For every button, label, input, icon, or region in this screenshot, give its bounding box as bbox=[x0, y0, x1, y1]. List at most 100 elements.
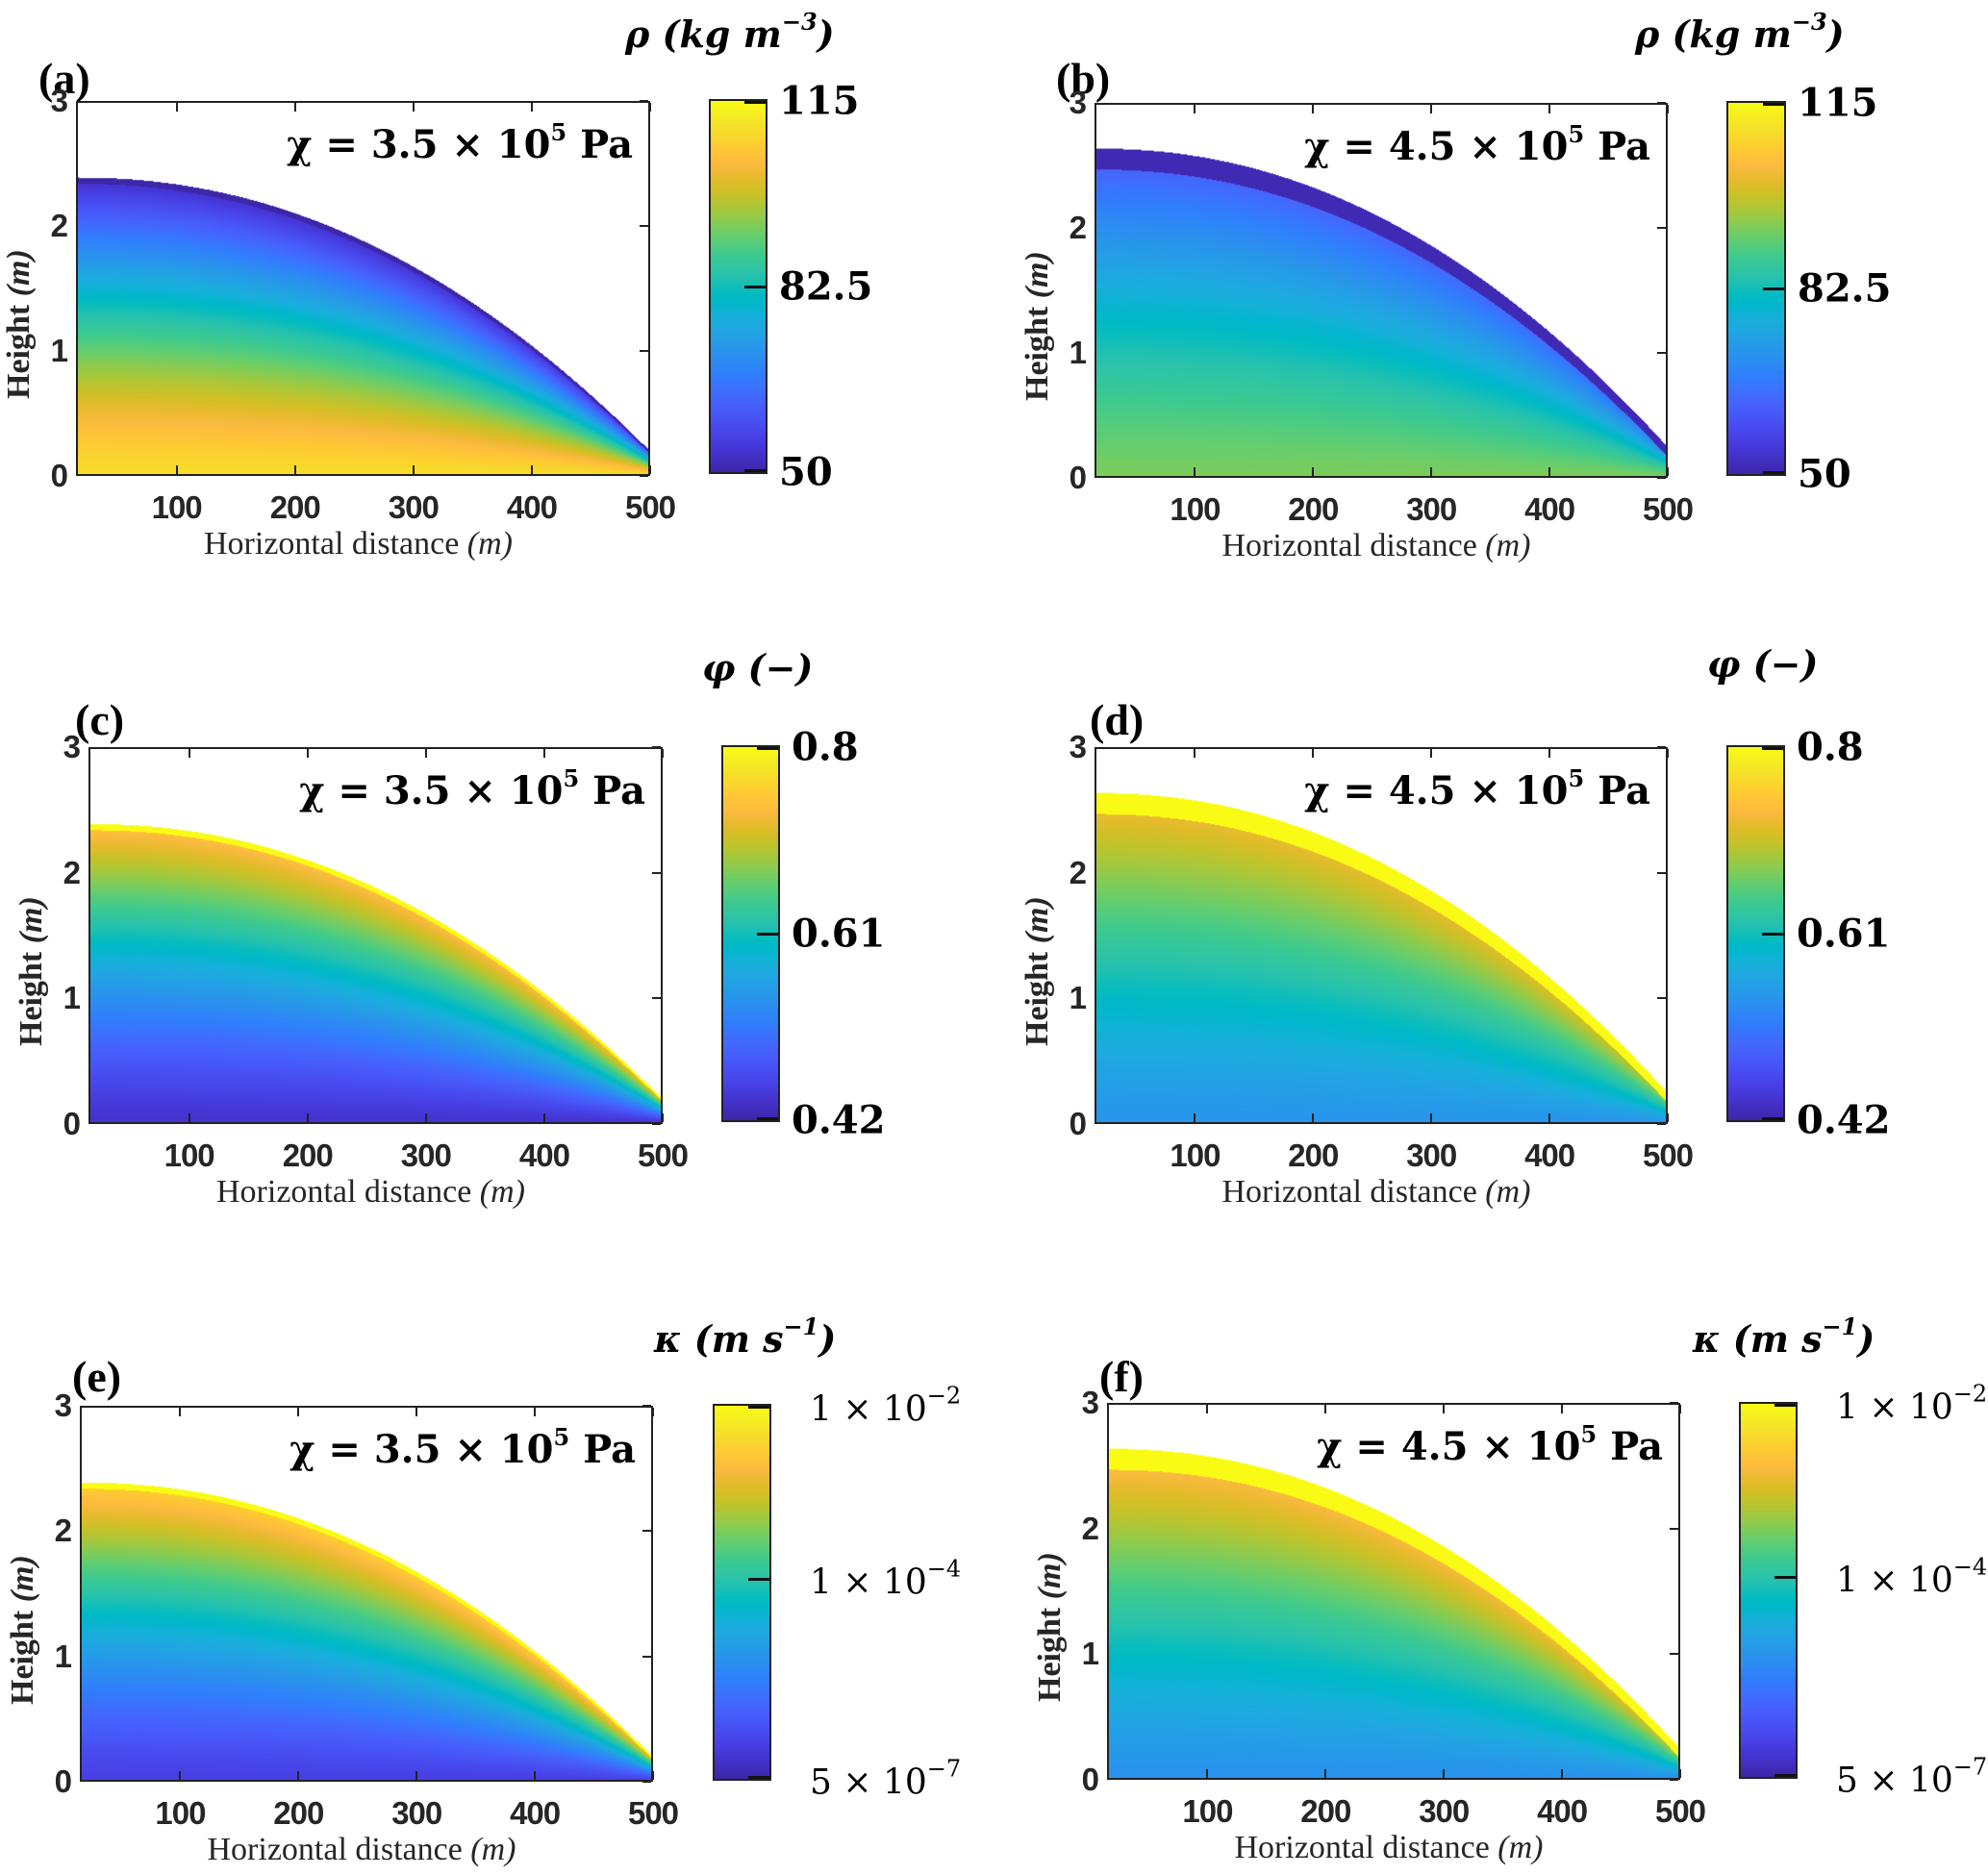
x-axis-unit: (m) bbox=[479, 1174, 525, 1210]
colorbar-title-exponent: −1 bbox=[783, 1312, 819, 1340]
annotation-unit: Pa bbox=[566, 122, 633, 167]
x-tick bbox=[415, 1771, 418, 1780]
y-tick-right bbox=[1657, 477, 1666, 479]
colorbar-title-text: κ (m s bbox=[654, 1317, 784, 1361]
x-tick-top bbox=[1324, 1405, 1327, 1413]
panel-label: (f) bbox=[1099, 1352, 1144, 1401]
x-tick bbox=[1206, 1769, 1209, 1778]
x-tick bbox=[293, 465, 296, 474]
x-axis-label: Horizontal distance (m) bbox=[208, 1832, 516, 1868]
y-tick-label: 3 bbox=[50, 83, 68, 118]
x-tick bbox=[1443, 1769, 1446, 1778]
x-tick-label: 300 bbox=[391, 1795, 442, 1831]
x-tick-label: 200 bbox=[269, 489, 321, 525]
x-axis-label-text: Horizontal distance bbox=[1234, 1830, 1498, 1865]
colorbar-tick-exponent: −7 bbox=[1952, 1753, 1988, 1781]
colorbar-tick bbox=[1762, 1117, 1783, 1120]
annotation-exponent: 5 bbox=[563, 764, 580, 792]
x-tick-top bbox=[188, 749, 190, 758]
y-tick-label: 1 bbox=[1081, 1636, 1099, 1672]
x-tick-top bbox=[1194, 105, 1196, 113]
y-axis-unit: (m) bbox=[1019, 251, 1055, 299]
annotation-exponent: 5 bbox=[1580, 1420, 1598, 1448]
x-tick-top bbox=[1667, 105, 1669, 113]
colorbar-tick-label: 0.61 bbox=[1797, 912, 1890, 957]
x-tick-top bbox=[662, 749, 664, 758]
colorbar-tick bbox=[748, 1406, 769, 1409]
y-axis-unit: (m) bbox=[1, 249, 37, 297]
annotation-unit: Pa bbox=[1597, 1424, 1663, 1469]
colorbar-tick-text: 0.61 bbox=[1797, 911, 1891, 957]
y-tick-right bbox=[1657, 352, 1666, 354]
y-tick-label: 1 bbox=[54, 1638, 72, 1674]
heatmap-d bbox=[1096, 749, 1666, 1122]
colorbar-title-text: ρ (kg m bbox=[1635, 12, 1792, 56]
y-tick-label: 1 bbox=[50, 333, 68, 368]
y-axis-label: Height (m) bbox=[5, 1555, 41, 1705]
plot-area-b bbox=[1095, 103, 1668, 478]
x-tick-top bbox=[297, 1408, 300, 1416]
y-tick-label: 3 bbox=[54, 1388, 72, 1423]
colorbar-tick bbox=[757, 933, 778, 936]
x-tick-top bbox=[534, 1408, 537, 1416]
y-tick-right bbox=[642, 1530, 651, 1533]
y-axis-label-text: Height bbox=[1, 296, 37, 399]
x-axis-label-text: Horizontal distance bbox=[1221, 528, 1486, 563]
colorbar-tick-exponent: −4 bbox=[1952, 1553, 1988, 1581]
y-tick-right bbox=[1670, 1527, 1678, 1530]
colorbar-tick-text: 82.5 bbox=[1798, 265, 1892, 312]
x-tick-top bbox=[1443, 1405, 1446, 1413]
colorbar-tick-label: 1 × 10−4 bbox=[1836, 1554, 1987, 1601]
colorbar-tick-label: 1 × 10−2 bbox=[1836, 1381, 1987, 1428]
x-tick-label: 500 bbox=[1642, 1138, 1694, 1173]
y-axis-label-text: Height bbox=[1019, 298, 1055, 401]
x-tick-label: 300 bbox=[1406, 1138, 1457, 1173]
panel-label: (d) bbox=[1090, 695, 1145, 744]
x-tick-label: 200 bbox=[273, 1795, 324, 1831]
y-tick-right bbox=[1670, 1402, 1678, 1404]
x-tick bbox=[179, 1771, 182, 1780]
colorbar-tick-text: 5 × 10 bbox=[1836, 1761, 1953, 1801]
x-tick-top bbox=[1312, 749, 1315, 758]
colorbar-tick-text: 50 bbox=[779, 449, 833, 495]
x-tick-label: 500 bbox=[1654, 1793, 1706, 1829]
x-tick-top bbox=[1667, 749, 1669, 758]
colorbar-title: φ (−) bbox=[1707, 642, 1818, 686]
colorbar-tick-text: 0.8 bbox=[1797, 724, 1864, 770]
colorbar-tick bbox=[744, 101, 766, 104]
colorbar-tick-label: 1 × 10−2 bbox=[810, 1383, 961, 1430]
annotation-unit: Pa bbox=[1584, 768, 1650, 813]
x-tick-label: 100 bbox=[155, 1795, 206, 1831]
colorbar-tick bbox=[1763, 103, 1784, 106]
y-tick-right bbox=[652, 1123, 661, 1125]
y-axis-unit: (m) bbox=[13, 896, 49, 944]
x-tick-top bbox=[1430, 105, 1433, 113]
y-tick-label: 1 bbox=[1069, 335, 1087, 370]
x-axis-unit: (m) bbox=[1485, 528, 1531, 563]
annotation-exponent: 5 bbox=[553, 1423, 570, 1451]
x-axis-label-text: Horizontal distance bbox=[216, 1174, 480, 1210]
x-tick-label: 500 bbox=[627, 1795, 679, 1831]
x-tick-label: 100 bbox=[164, 1138, 215, 1173]
x-tick-label: 200 bbox=[1300, 1793, 1351, 1829]
annotation-unit: Pa bbox=[579, 768, 645, 813]
x-tick bbox=[412, 465, 415, 474]
y-tick-right bbox=[1657, 871, 1666, 874]
y-axis-label-text: Height bbox=[5, 1601, 40, 1705]
colorbar-title: φ (−) bbox=[702, 646, 813, 689]
x-axis-label: Horizontal distance (m) bbox=[1235, 1830, 1544, 1866]
y-axis-label: Height (m) bbox=[13, 896, 50, 1046]
x-tick bbox=[530, 465, 533, 474]
x-tick bbox=[188, 1113, 190, 1122]
y-tick-label: 0 bbox=[63, 1106, 81, 1141]
panel-label: (c) bbox=[75, 695, 125, 744]
x-tick-label: 100 bbox=[1182, 1793, 1233, 1829]
x-tick-label: 400 bbox=[1524, 1138, 1575, 1173]
annotation-text: χ = 4.5 × 10 bbox=[1317, 1424, 1581, 1469]
y-tick-label: 2 bbox=[63, 854, 81, 890]
colorbar-title-close: ) bbox=[1857, 1317, 1875, 1361]
heatmap-a bbox=[78, 103, 648, 474]
y-tick-right bbox=[652, 871, 661, 874]
y-tick-label: 3 bbox=[63, 729, 81, 764]
x-tick-label: 300 bbox=[1406, 491, 1457, 527]
